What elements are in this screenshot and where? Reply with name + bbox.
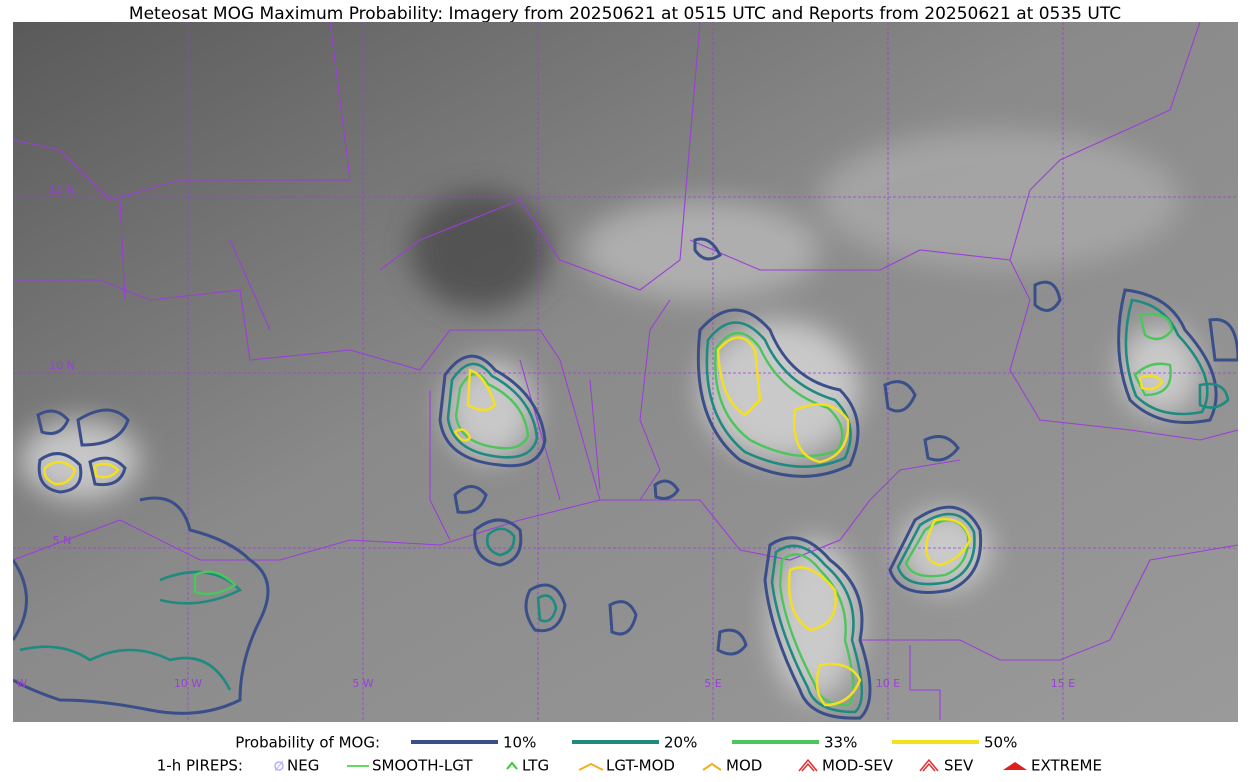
map: 15 N 10 N 5 N 15 W 10 W 5 W 5 E 10 E 15 E: [0, 22, 1238, 722]
lon-label: 15 W: [0, 677, 27, 690]
lat-label: 5 N: [53, 534, 72, 547]
legend-label: 33%: [824, 734, 857, 752]
legend-title: 1-h PIREPS:: [157, 757, 243, 775]
legend-label: 20%: [664, 734, 697, 752]
legend-label: SEV: [944, 757, 974, 775]
legend-label: EXTREME: [1031, 757, 1102, 775]
lat-label: 10 N: [49, 359, 75, 372]
legend-label: 50%: [984, 734, 1017, 752]
legend: Probability of MOG: 1-h PIREPS: 10% 20% 33…: [157, 734, 1102, 775]
lat-label: 15 N: [49, 183, 75, 196]
contours: [13, 237, 1238, 720]
legend-label: NEG: [287, 757, 319, 775]
graticule: [13, 22, 1238, 722]
legend-label: LGT-MOD: [606, 757, 675, 775]
legend-label: MOD: [726, 757, 762, 775]
legend-label: LTG: [522, 757, 549, 775]
lon-label: 5 W: [352, 677, 373, 690]
legend-label: MOD-SEV: [822, 757, 894, 775]
lon-label: 5 E: [704, 677, 721, 690]
legend-label: 10%: [503, 734, 536, 752]
legend-label: SMOOTH-LGT: [372, 757, 473, 775]
satellite-image: [13, 22, 1238, 722]
map-title: Meteosat MOG Maximum Probability: Imager…: [129, 4, 1121, 24]
lon-label: 10 W: [174, 677, 202, 690]
legend-title: Probability of MOG:: [235, 734, 380, 752]
pirep-icons: [274, 758, 1027, 772]
graticule-labels: 15 N 10 N 5 N 15 W 10 W 5 W 5 E 10 E 15 E: [0, 183, 1075, 690]
lon-label: 15 E: [1051, 677, 1075, 690]
borders: [13, 22, 1238, 720]
lon-label: 10 E: [876, 677, 900, 690]
